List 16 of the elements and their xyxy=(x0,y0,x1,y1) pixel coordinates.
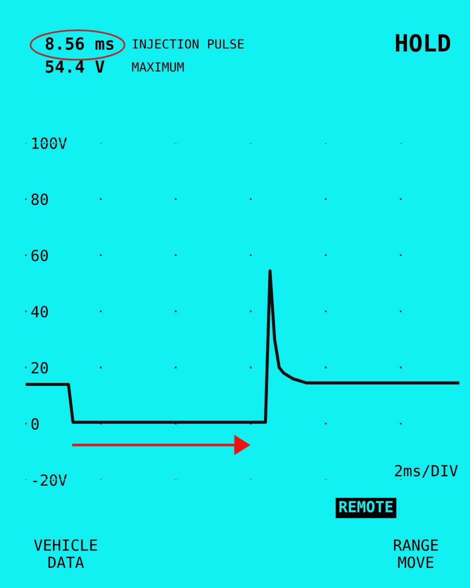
y-tick-label: -20V xyxy=(33,474,67,486)
y-tick-label: 40 xyxy=(31,306,48,318)
y-tick-label: 60 xyxy=(31,250,48,262)
text: VEHICLE DATA xyxy=(34,539,98,568)
text: 54.4 V xyxy=(46,60,104,73)
text: RANGE MOVE xyxy=(394,539,438,568)
text: HOLD xyxy=(396,34,450,52)
annotation: 2ms/DIV xyxy=(395,464,458,478)
text: 8.56 ms xyxy=(46,37,114,50)
text: REMOTE xyxy=(339,500,393,512)
chart-title: INJECTION PULSE xyxy=(132,39,244,49)
y-tick-label: 0 xyxy=(31,418,39,430)
y-tick-label: 100V xyxy=(32,137,67,149)
y-tick-label: 80 xyxy=(31,194,48,206)
chart-subtitle: MAXIMUM xyxy=(132,62,184,72)
y-tick-label: 20 xyxy=(32,362,48,374)
